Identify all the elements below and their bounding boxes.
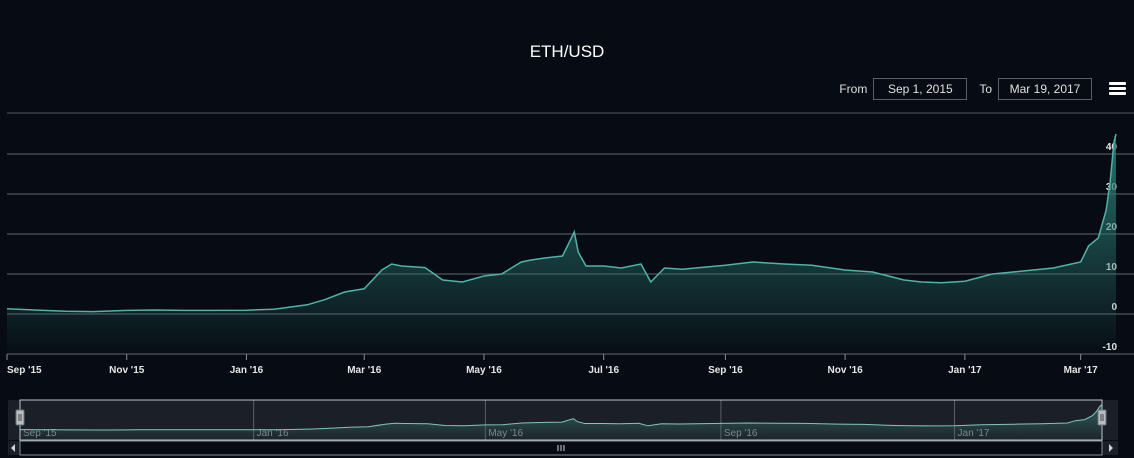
series-line [6,133,1117,313]
x-tick-label: Mar '17 [1064,365,1099,376]
navigator-left-handle[interactable] [15,409,25,426]
x-tick-label: May '16 [466,365,502,376]
x-tick-label: Jan '17 [948,365,982,376]
x-tick-label: Nov '15 [109,365,145,376]
to-label: To [979,82,992,96]
x-tick-label: Sep '15 [7,365,42,376]
x-tick-label: Jul '16 [588,365,619,376]
navigator-right-handle[interactable] [1097,409,1107,426]
series-area [7,134,1116,354]
scroll-left-arrow-icon[interactable] [11,444,15,452]
from-label: From [839,82,868,96]
scroll-right-arrow-icon[interactable] [1109,444,1113,452]
x-tick-label: Jan '16 [230,365,264,376]
x-tick-label: Nov '16 [828,365,864,376]
date-range-selector: From Sep 1, 2015 To Mar 19, 2017 [839,78,1092,100]
x-tick-label: Sep '16 [708,365,743,376]
from-date-input[interactable]: Sep 1, 2015 [873,78,968,100]
to-date-input[interactable]: Mar 19, 2017 [998,78,1092,100]
y-tick-label: 40 [1106,142,1118,153]
chart-title: ETH/USD [529,42,605,61]
hamburger-menu-icon[interactable] [1109,82,1126,96]
x-tick-label: Mar '16 [347,365,382,376]
navigator-series-line [19,404,1103,431]
